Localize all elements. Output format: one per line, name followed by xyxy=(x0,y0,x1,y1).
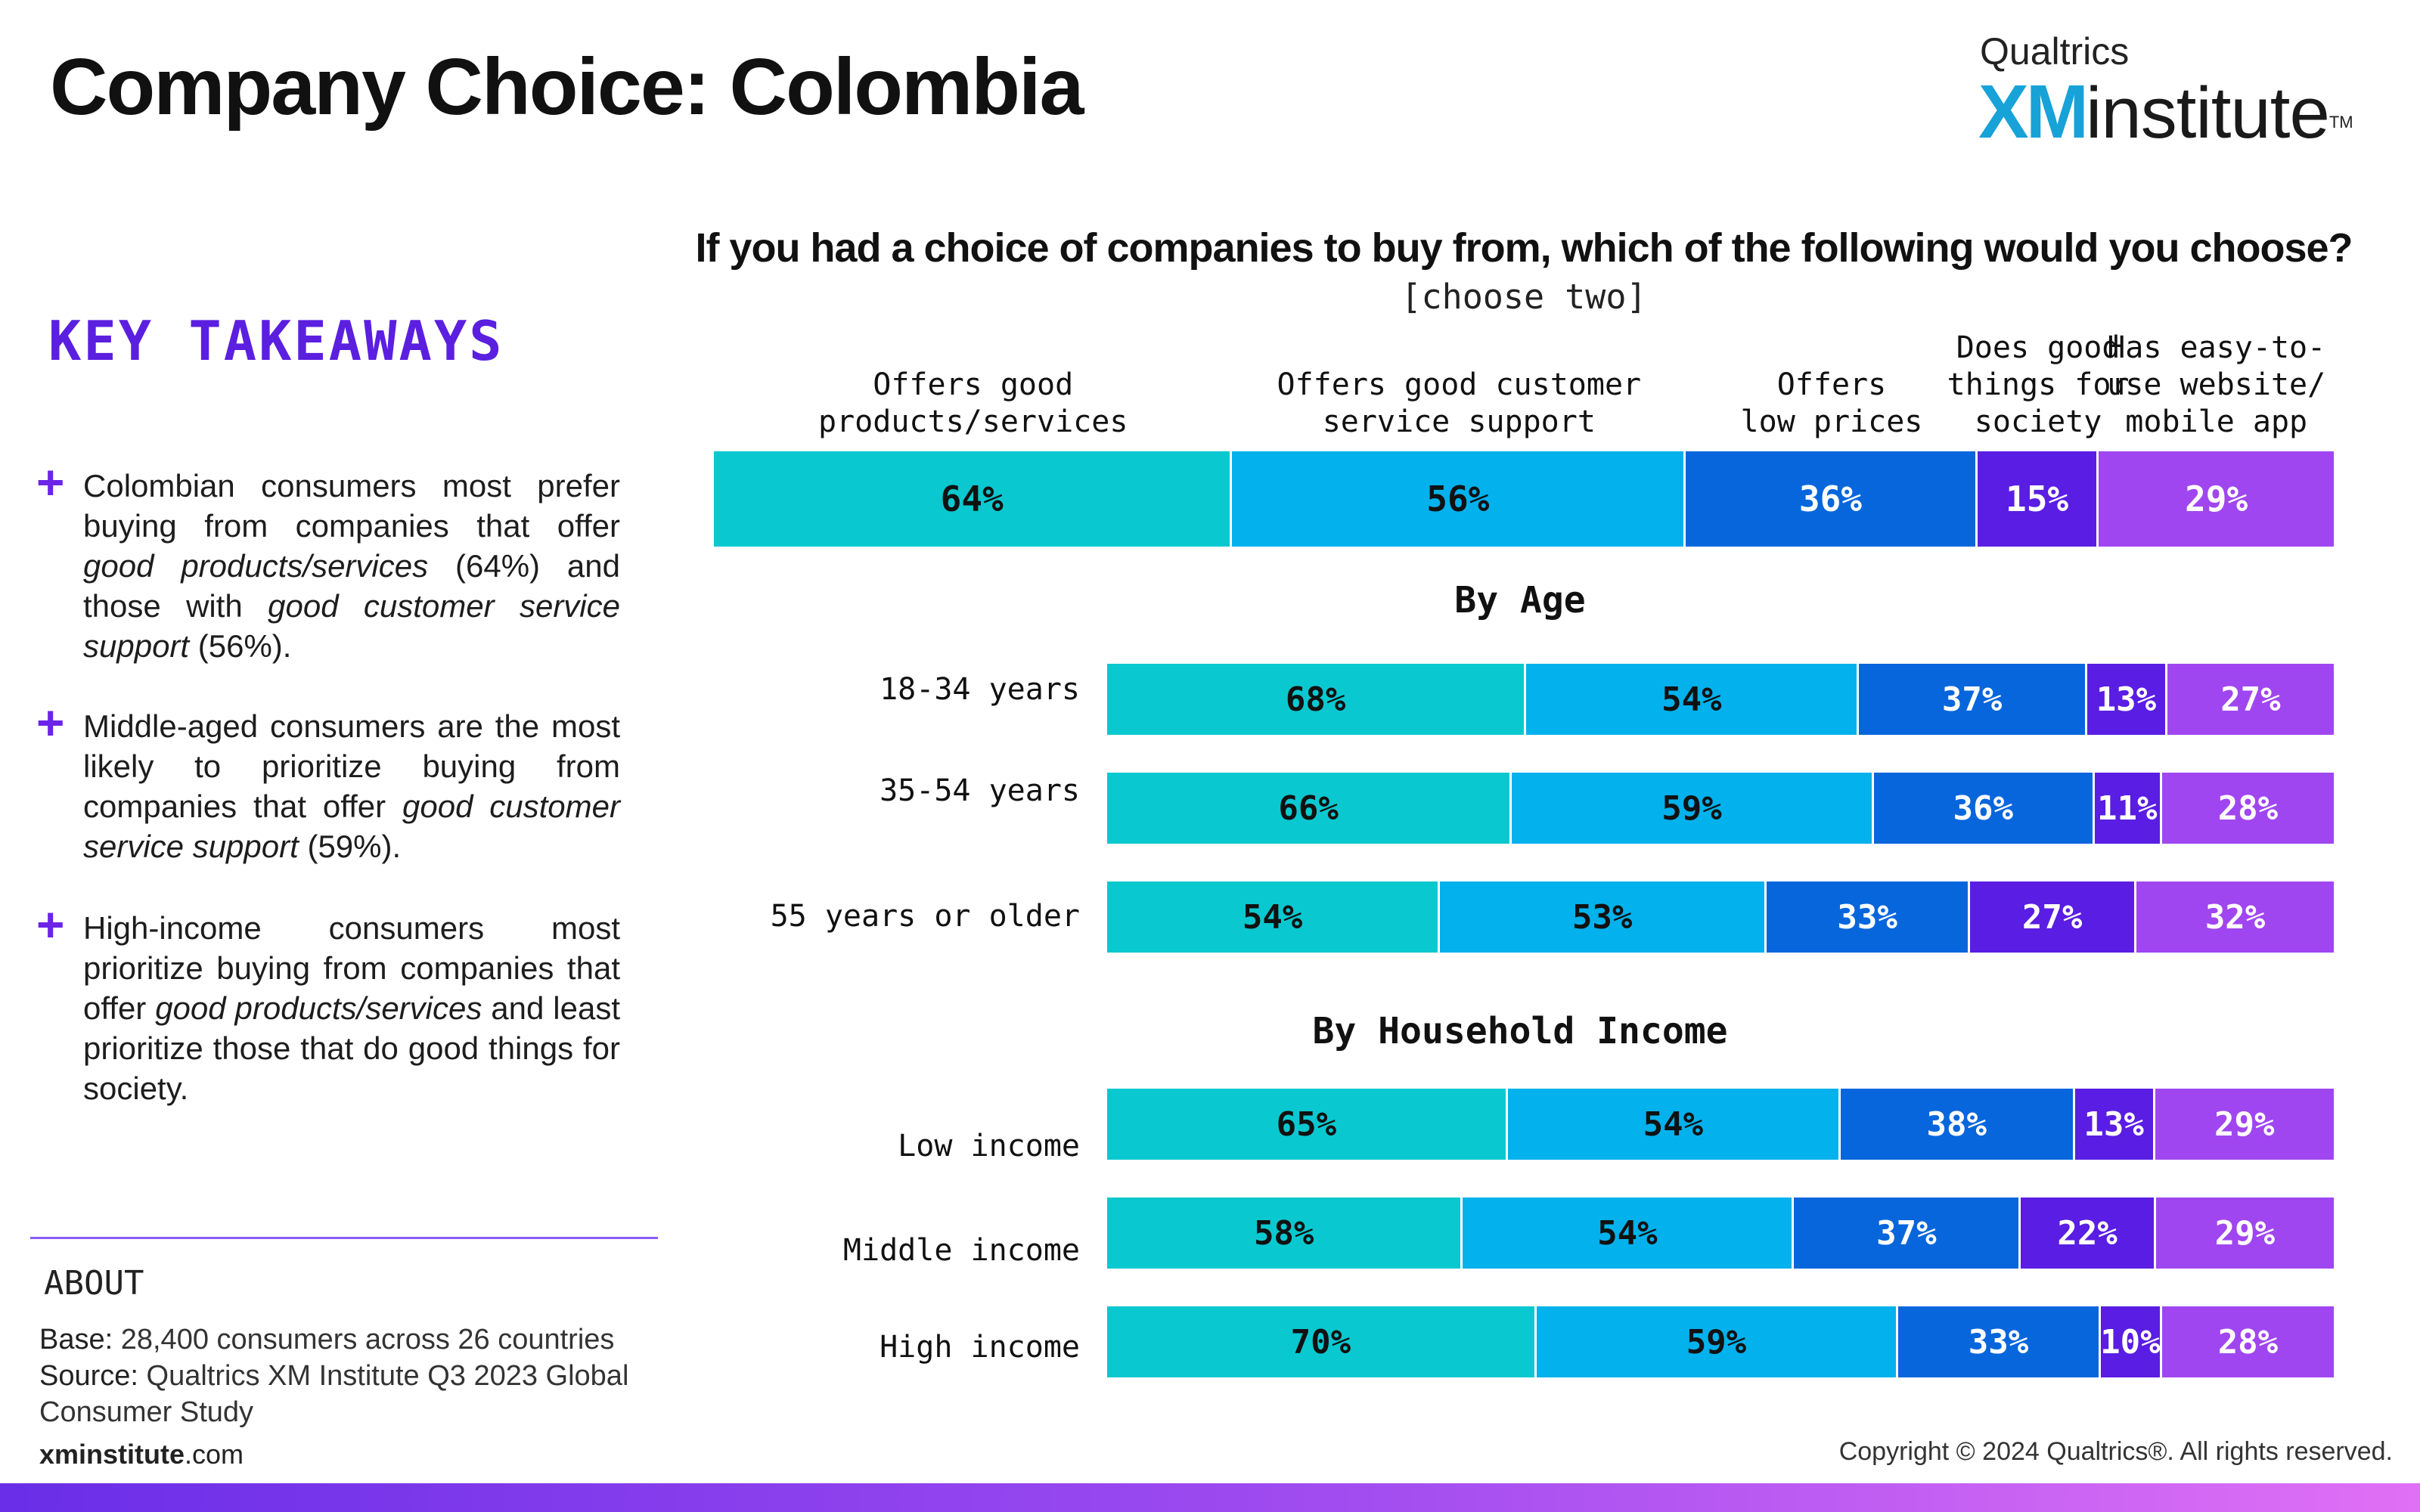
bar-segment: 56% xyxy=(1232,451,1686,547)
section-title: By Age xyxy=(1454,579,1586,621)
category-header-line: low prices xyxy=(1740,404,1923,439)
plus-icon: + xyxy=(36,455,65,510)
bar-segment: 68% xyxy=(1107,664,1527,735)
category-header: Offers good products/services xyxy=(762,367,1185,441)
bar-segment: 37% xyxy=(1794,1198,2021,1269)
category-header-line: service support xyxy=(1322,404,1596,439)
takeaway-text: Colombian consumers most prefer buying f… xyxy=(83,468,620,664)
total-bar: 64% 56% 36% 15% 29% xyxy=(714,451,2334,547)
bar-segment: 11% xyxy=(2094,773,2162,844)
about-source: Source: Qualtrics XM Institute Q3 2023 G… xyxy=(39,1360,629,1428)
logo-brand-text: Qualtrics xyxy=(1980,30,2130,73)
category-header-line: things for xyxy=(1947,367,2130,402)
bar-segment: 15% xyxy=(1977,451,2099,547)
category-header: Offers good customer service support xyxy=(1247,367,1671,441)
xm-institute-logo: Qualtrics XMinstituteTM xyxy=(1977,29,2385,151)
bar-segment: 13% xyxy=(2074,1089,2155,1160)
takeaway-item: + High-income consumers most prioritize … xyxy=(36,900,620,1108)
row-label: 55 years or older xyxy=(770,899,1080,934)
bar-segment: 32% xyxy=(2136,881,2334,953)
category-header-line: Has easy-to- xyxy=(2107,330,2326,365)
plus-icon: + xyxy=(36,897,65,952)
group-bar: 54% 53% 33% 27% 32% xyxy=(1107,881,2334,953)
row-label: Middle income xyxy=(842,1233,1080,1268)
bar-segment: 65% xyxy=(1107,1089,1508,1160)
bar-segment: 54% xyxy=(1107,881,1441,953)
takeaway-text: Middle-aged consumers are the most likel… xyxy=(83,708,620,864)
logo-xm-text: XM xyxy=(1978,70,2089,154)
bar-segment: 70% xyxy=(1107,1306,1537,1377)
row-label: High income xyxy=(880,1330,1080,1365)
bar-segment: 36% xyxy=(1686,451,1978,547)
group-bar: 70% 59% 33% 10% 28% xyxy=(1107,1306,2334,1377)
logo-institute-text: institute xyxy=(2086,73,2330,153)
logo-trademark: TM xyxy=(2328,113,2353,132)
chart-subtitle: [choose two] xyxy=(1401,277,1647,317)
bar-segment: 27% xyxy=(2167,664,2334,735)
bar-segment: 33% xyxy=(1767,881,1971,953)
about-divider xyxy=(30,1237,658,1239)
group-bar: 68% 54% 37% 13% 27% xyxy=(1107,664,2334,735)
about-heading: ABOUT xyxy=(44,1264,144,1303)
takeaway-text: High-income consumers most prioritize bu… xyxy=(83,910,620,1106)
category-header-line: society xyxy=(1974,404,2102,439)
category-header: Offers low prices xyxy=(1620,367,2043,441)
bar-segment: 28% xyxy=(2161,1306,2334,1377)
bar-segment: 38% xyxy=(1840,1089,2075,1160)
page-title: Company Choice: Colombia xyxy=(50,42,1084,132)
key-takeaways-heading: KEY TAKEAWAYS xyxy=(48,309,504,373)
row-label: Low income xyxy=(898,1129,1080,1163)
bar-segment: 36% xyxy=(1873,773,2095,844)
category-header-line: Offers good customer xyxy=(1277,367,1642,402)
category-header-line: Does good xyxy=(1956,330,2121,365)
bar-segment: 54% xyxy=(1526,664,1860,735)
bar-segment: 64% xyxy=(714,451,1233,547)
bar-segment: 28% xyxy=(2161,773,2334,844)
category-header: Does good things for society xyxy=(1826,330,2250,441)
category-header-line: products/services xyxy=(818,404,1128,439)
bar-segment: 10% xyxy=(2100,1306,2162,1377)
takeaway-item: + Middle-aged consumers are the most lik… xyxy=(36,699,620,866)
bar-segment: 53% xyxy=(1440,881,1767,953)
takeaway-item: + Colombian consumers most prefer buying… xyxy=(36,458,620,666)
bar-segment: 27% xyxy=(1970,881,2137,953)
bar-segment: 54% xyxy=(1463,1198,1795,1269)
about-base: Base: 28,400 consumers across 26 countri… xyxy=(39,1324,615,1356)
group-bar: 66% 59% 36% 11% 28% xyxy=(1107,773,2334,844)
bar-segment: 33% xyxy=(1898,1306,2101,1377)
bar-segment: 37% xyxy=(1859,664,2087,735)
bar-segment: 29% xyxy=(2099,451,2334,547)
plus-icon: + xyxy=(36,696,65,750)
category-header-line: Offers xyxy=(1776,367,1887,402)
bar-segment: 66% xyxy=(1107,773,1512,844)
bar-segment: 13% xyxy=(2086,664,2167,735)
category-header-line: use website/ xyxy=(2107,367,2326,402)
category-header: Has easy-to-use website/mobile app xyxy=(2005,330,2420,441)
bar-segment: 58% xyxy=(1107,1198,1463,1269)
group-bar: 58% 54% 37% 22% 29% xyxy=(1107,1198,2334,1269)
bar-segment: 29% xyxy=(2155,1198,2334,1269)
category-header-line: Offers good xyxy=(873,367,1074,402)
logo-wordmark: XMinstituteTM xyxy=(1978,74,2353,172)
bar-segment: 54% xyxy=(1507,1089,1841,1160)
chart-title: If you had a choice of companies to buy … xyxy=(695,225,2353,271)
bar-segment: 59% xyxy=(1512,773,1874,844)
bar-segment: 29% xyxy=(2155,1089,2334,1160)
copyright-text: Copyright © 2024 Qualtrics®. All rights … xyxy=(1838,1437,2393,1466)
row-label: 18-34 years xyxy=(880,672,1080,707)
website-link[interactable]: xminstitute.com xyxy=(39,1439,244,1470)
bar-segment: 59% xyxy=(1536,1306,1899,1377)
bar-segment: 22% xyxy=(2021,1198,2156,1269)
group-bar: 65% 54% 38% 13% 29% xyxy=(1107,1089,2334,1160)
brand-gradient-bar xyxy=(0,1483,2420,1512)
row-label: 35-54 years xyxy=(880,773,1080,808)
category-header-line: mobile app xyxy=(2125,404,2308,439)
section-title: By Household Income xyxy=(1312,1010,1728,1052)
